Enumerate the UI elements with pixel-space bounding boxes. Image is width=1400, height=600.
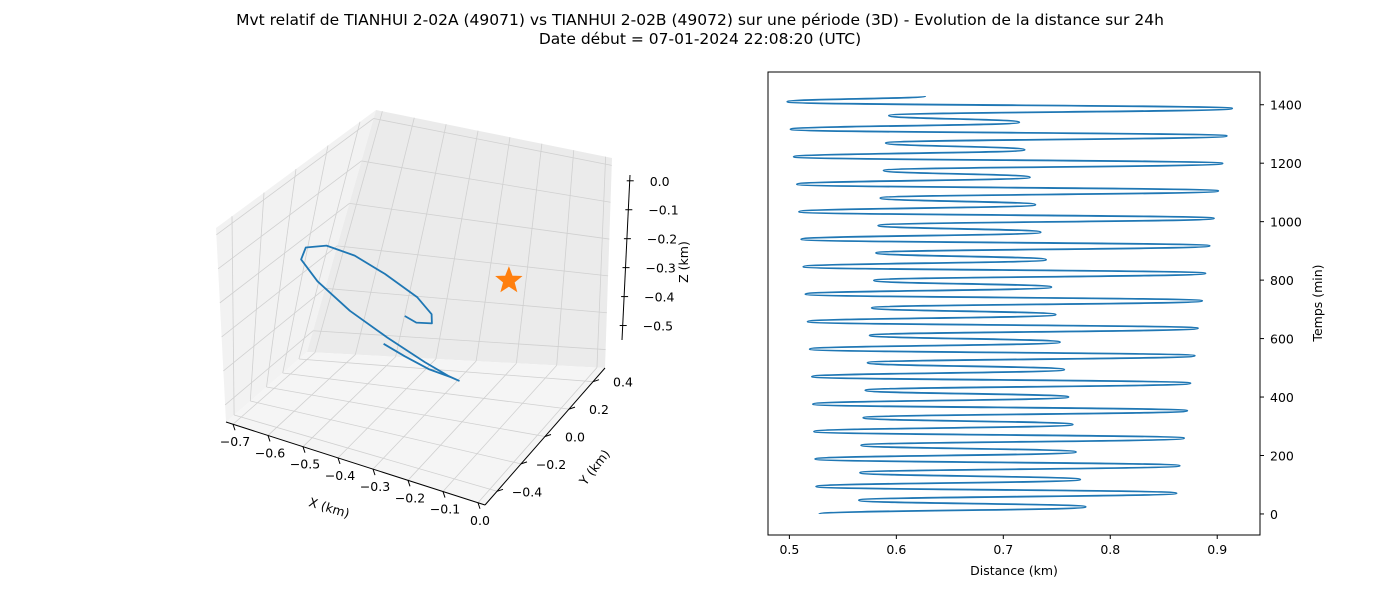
grid-3d (216, 111, 612, 504)
x-tick-label-2d: 0.8 (1100, 542, 1120, 557)
z-tick-label-3d: 0.0 (650, 174, 670, 189)
y-tick-label-3d: 0.2 (589, 402, 609, 417)
y-gridline-left (298, 121, 361, 360)
z-gridline-left (219, 203, 350, 304)
plot-2d-frame (767, 71, 1261, 536)
y-gridline-left (231, 216, 235, 416)
y-gridline-left (266, 168, 297, 388)
y-tick-mark-3d (520, 461, 528, 465)
plot-3d: −0.7 −0.6 −0.5 −0.4 −0.3 −0.2 −0.1 0.0 −0.4 −0.2 0… (216, 110, 691, 528)
z-gridline-left (224, 330, 314, 406)
x-gridline-back (395, 124, 447, 357)
x-gridline-back (516, 143, 543, 364)
x-gridline-back (596, 156, 607, 368)
y-gridline-floor (250, 400, 522, 465)
y-axis-label-3d: Y (km) (575, 447, 613, 489)
x-tick-label-2d: 0.5 (779, 542, 799, 557)
x-axis-line-3d (225, 421, 486, 506)
z-tick-label-3d: −0.3 (646, 261, 676, 276)
x-tick-label-3d: −0.7 (220, 434, 250, 449)
y-tick-mark-3d (496, 488, 504, 492)
z-gridline-left (217, 160, 362, 270)
z-gridline-back (313, 330, 606, 350)
x-tick-label-3d: −0.3 (360, 479, 390, 494)
x-gridline-back (354, 117, 415, 355)
trajectory-3d-line (300, 244, 460, 382)
x-tick-label-2d: 0.7 (993, 542, 1013, 557)
z-tick-label-3d: −0.4 (644, 290, 674, 305)
x-gridline-back (435, 130, 479, 359)
z-gridline-left (221, 245, 338, 338)
x-tick-mark-3d (302, 446, 306, 453)
y-tick-label-2d: 200 (1270, 448, 1294, 463)
y-tick-label-2d: 1200 (1270, 156, 1302, 171)
y-gridline-floor (233, 414, 498, 492)
x-tick-mark-3d (267, 435, 271, 442)
x-axis-label-2d: Distance (km) (970, 563, 1058, 578)
z-axis-line-3d (621, 174, 631, 341)
pane-floor (226, 352, 605, 505)
y-tick-label-3d: 0.4 (613, 375, 633, 390)
x-axis-label-3d: X (km) (307, 494, 351, 521)
y-gridline-left (249, 192, 265, 402)
y-gridline-floor (282, 372, 570, 410)
pane-back (307, 110, 612, 368)
x-tick-mark-3d (477, 502, 481, 509)
x-tick-label-3d: −0.2 (395, 490, 425, 505)
x-tick-label-3d: −0.4 (325, 468, 355, 483)
x-tick-label-3d: −0.6 (255, 445, 285, 460)
y-tick-label-3d: −0.2 (536, 457, 566, 472)
ticks-2d: 0.5 0.6 0.7 0.8 0.9 0 200 400 600 800 1000 1200 1400 (779, 98, 1301, 557)
x-gridline-back (556, 150, 575, 366)
x-tick-label-2d: 0.6 (886, 542, 906, 557)
z-gridline-left (216, 118, 374, 236)
x-tick-mark-3d (372, 468, 376, 476)
z-tick-label-3d: −0.2 (647, 232, 677, 247)
ticks-3d: −0.7 −0.6 −0.5 −0.4 −0.3 −0.2 −0.1 0.0 −0.4 −0.2 0… (220, 174, 679, 528)
x-tick-mark-3d (442, 491, 446, 498)
y-tick-mark-3d (592, 379, 600, 383)
x-tick-label-3d: 0.0 (470, 513, 490, 528)
figure-title-line1: Mvt relatif de TIANHUI 2-02A (49071) vs … (236, 11, 1164, 29)
z-gridline-left (223, 288, 326, 372)
y-tick-label-2d: 400 (1270, 390, 1294, 405)
y-tick-mark-3d (568, 406, 576, 410)
y-tick-label-2d: 600 (1270, 332, 1294, 347)
y-tick-label-2d: 1000 (1270, 215, 1302, 230)
z-tick-label-3d: −0.1 (648, 203, 678, 218)
y-tick-mark-3d (544, 434, 552, 437)
y-tick-label-3d: 0.0 (565, 430, 585, 445)
x-tick-label-3d: −0.1 (430, 502, 460, 517)
y-tick-label-2d: 800 (1270, 273, 1294, 288)
z-gridline-back (373, 118, 612, 166)
z-gridline-back (337, 245, 609, 277)
z-gridline-back (361, 160, 611, 203)
z-tick-label-3d: −0.5 (643, 319, 673, 334)
figure-title-line2: Date début = 07-01-2024 22:08:20 (UTC) (538, 30, 862, 48)
x-gridline-back (475, 137, 511, 362)
x-tick-mark-3d (407, 480, 411, 487)
plot-2d: 0.5 0.6 0.7 0.8 0.9 0 200 400 600 800 1000 1200 1400… (767, 71, 1325, 578)
z-gridline-back (325, 287, 607, 314)
origin-star-marker (495, 266, 523, 293)
y-gridline-left (282, 145, 329, 374)
y-tick-label-3d: −0.4 (512, 484, 542, 499)
x-tick-label-2d: 0.9 (1207, 542, 1227, 557)
y-axis-label-2d: Temps (min) (1310, 264, 1325, 342)
z-gridline-back (349, 203, 610, 240)
x-tick-mark-3d (232, 424, 236, 431)
z-axis-label-3d: Z (km) (676, 241, 691, 283)
y-gridline-floor (266, 386, 546, 437)
y-tick-label-2d: 0 (1270, 507, 1278, 522)
y-gridline-floor (298, 358, 594, 383)
y-tick-label-2d: 1400 (1270, 98, 1302, 113)
x-tick-mark-3d (337, 457, 341, 465)
distance-time-line (786, 95, 1234, 515)
x-gridline-back (314, 111, 383, 353)
x-tick-label-3d: −0.5 (290, 457, 320, 472)
